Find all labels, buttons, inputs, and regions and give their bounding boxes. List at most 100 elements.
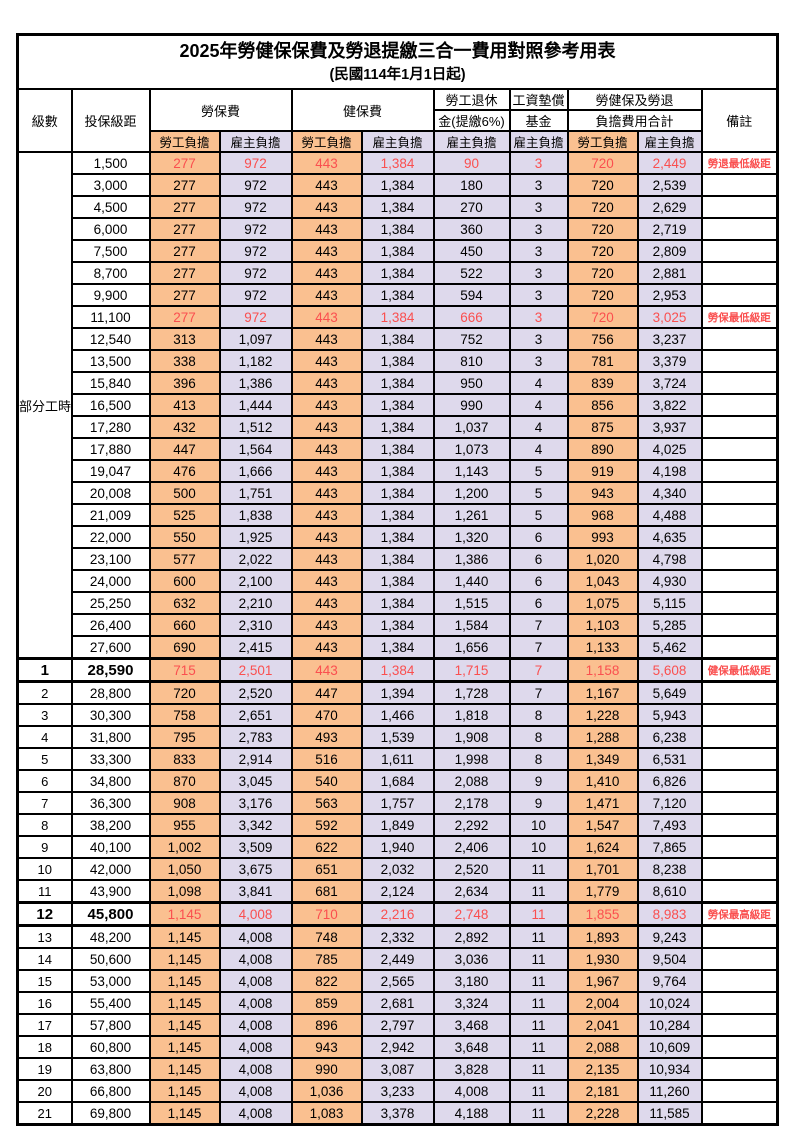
table-row: 17,880 447 1,564 443 1,384 1,073 4 890 4,025 [18,437,779,461]
health-employee-cell: 859 [290,991,363,1015]
health-employee-cell: 443 [290,261,363,285]
pension-employer-cell: 3,324 [432,991,511,1015]
remark-cell [700,239,779,263]
health-employee-cell: 493 [290,725,363,749]
labor-employee-cell: 1,145 [148,901,221,927]
table-row: 8 38,200 955 3,342 592 1,849 2,292 10 1,547 7,493 [16,813,779,837]
header-row-3: 勞工負擔 雇主負擔 勞工負擔 雇主負擔 雇主負擔 雇主負擔 勞工負擔 雇主負擔 [18,130,778,153]
labor-employer-cell: 1,838 [218,503,293,527]
health-employer-cell: 1,384 [360,151,435,175]
remark-cell [700,525,779,549]
level-cell: 6 [16,769,73,793]
subheader-labor-employer: 雇主負擔 [218,130,293,153]
total-employee-cell: 1,893 [566,924,639,949]
health-employer-cell: 1,384 [360,525,435,549]
health-employer-cell: 3,378 [360,1101,435,1126]
total-employer-cell: 10,934 [636,1057,703,1081]
health-employee-cell: 443 [290,657,363,683]
table-row: 18 60,800 1,145 4,008 943 2,942 3,648 11 2,088 10… [16,1035,779,1059]
health-employee-cell: 443 [290,481,363,505]
health-employee-cell: 822 [290,969,363,993]
table-row: 20,008 500 1,751 443 1,384 1,200 5 943 4,340 [18,481,779,505]
wage-fund-employer-cell: 9 [508,769,569,793]
table-row: 12,540 313 1,097 443 1,384 752 3 756 3,237 [18,327,779,351]
remark-cell [700,327,779,351]
labor-employer-cell: 4,008 [218,924,293,949]
total-employee-cell: 943 [566,481,639,505]
health-employee-cell: 622 [290,835,363,859]
total-employer-cell: 6,826 [636,769,703,793]
bracket-cell: 45,800 [70,901,151,927]
labor-employer-cell: 972 [218,283,293,307]
labor-employer-cell: 1,182 [218,349,293,373]
health-employee-cell: 785 [290,947,363,971]
pension-employer-cell: 360 [432,217,511,241]
bracket-cell: 34,800 [70,769,151,793]
labor-employer-cell: 1,925 [218,525,293,549]
pension-employer-cell: 2,634 [432,879,511,904]
total-employer-cell: 6,238 [636,725,703,749]
level-cell: 3 [16,703,73,727]
reference-sheet: 2025年勞健保保費及勞退提繳三合一費用對照參考用表 (民國114年1月1日起)… [16,33,780,1126]
table-row: 4,500 277 972 443 1,384 270 3 720 2,629 [18,195,779,219]
table-row: 21 69,800 1,145 4,008 1,083 3,378 4,188 11 2,228… [16,1101,779,1126]
pension-employer-cell: 810 [432,349,511,373]
health-employer-cell: 1,384 [360,481,435,505]
health-employee-cell: 1,036 [290,1079,363,1103]
health-employee-cell: 470 [290,703,363,727]
labor-employee-cell: 1,098 [148,879,221,904]
remark-cell [700,991,779,1015]
health-employee-cell: 748 [290,924,363,949]
health-employer-cell: 1,849 [360,813,435,837]
level-cell: 18 [16,1035,73,1059]
labor-employer-cell: 4,008 [218,1035,293,1059]
bracket-cell: 40,100 [70,835,151,859]
health-employer-cell: 1,684 [360,769,435,793]
bracket-cell: 33,300 [70,747,151,771]
wage-fund-employer-cell: 3 [508,239,569,263]
wage-fund-employer-cell: 3 [508,327,569,351]
health-employer-cell: 1,384 [360,393,435,417]
labor-employer-cell: 4,008 [218,991,293,1015]
health-employee-cell: 443 [290,591,363,615]
labor-employee-cell: 1,145 [148,924,221,949]
wage-fund-employer-cell: 3 [508,217,569,241]
total-employer-cell: 3,025 [636,305,703,329]
pension-employer-cell: 4,008 [432,1079,511,1103]
total-employer-cell: 9,243 [636,924,703,949]
labor-employee-cell: 550 [148,525,221,549]
remark-cell [700,1079,779,1103]
health-employer-cell: 2,797 [360,1013,435,1037]
labor-employer-cell: 1,444 [218,393,293,417]
table-row: 16,500 413 1,444 443 1,384 990 4 856 3,822 [18,393,779,417]
wage-fund-employer-cell: 10 [508,813,569,837]
bracket-cell: 17,880 [70,437,151,461]
health-employee-cell: 592 [290,813,363,837]
table-row: 部分工時 1,500 277 972 443 1,384 90 3 720 2,449 勞退最低級距 [16,151,779,660]
health-employee-cell: 443 [290,349,363,373]
total-employee-cell: 720 [566,151,639,175]
bracket-cell: 15,840 [70,371,151,395]
health-employer-cell: 1,539 [360,725,435,749]
total-employee-cell: 720 [566,261,639,285]
total-employer-cell: 2,719 [636,217,703,241]
level-cell: 21 [16,1101,73,1126]
health-employer-cell: 1,384 [360,305,435,329]
subheader-total-employer: 雇主負擔 [636,130,703,153]
total-employer-cell: 10,284 [636,1013,703,1037]
remark-cell [700,503,779,527]
pension-employer-cell: 2,748 [432,901,511,927]
wage-fund-employer-cell: 9 [508,791,569,815]
labor-employee-cell: 720 [148,680,221,705]
remark-cell [700,879,779,904]
health-employer-cell: 1,394 [360,680,435,705]
bracket-cell: 7,500 [70,239,151,263]
table-row: 21,009 525 1,838 443 1,384 1,261 5 968 4,488 [18,503,779,527]
health-employer-cell: 1,384 [360,173,435,197]
remark-cell [700,349,779,373]
wage-fund-employer-cell: 11 [508,901,569,927]
wage-fund-employer-cell: 3 [508,349,569,373]
labor-employee-cell: 1,145 [148,1013,221,1037]
labor-employer-cell: 2,783 [218,725,293,749]
health-employee-cell: 943 [290,1035,363,1059]
